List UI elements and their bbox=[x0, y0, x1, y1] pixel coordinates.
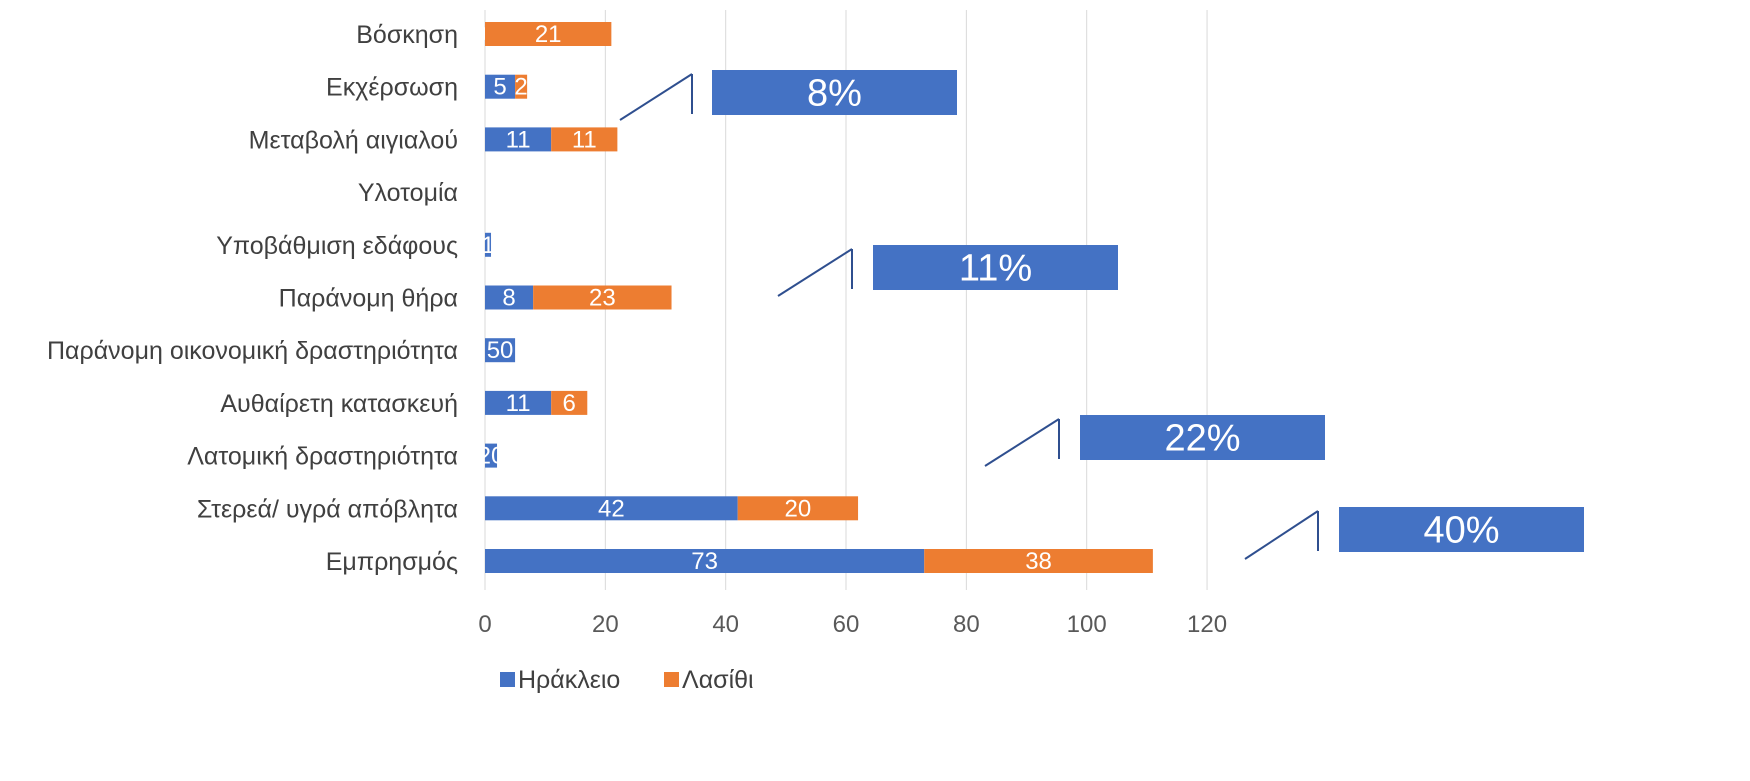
data-label: 23 bbox=[589, 285, 616, 312]
category-label: Εμπρησμός bbox=[326, 548, 458, 576]
callout-leader-line bbox=[619, 73, 693, 121]
x-tick-label: 40 bbox=[712, 611, 739, 638]
callout-box bbox=[712, 70, 957, 115]
data-label: 21 bbox=[535, 21, 562, 48]
callout-box bbox=[1339, 507, 1584, 552]
data-label: 2 bbox=[514, 74, 527, 101]
x-tick-label: 120 bbox=[1187, 611, 1227, 638]
category-label: Παράνομη οικονομική δραστηριότητα bbox=[47, 337, 458, 365]
bar-series-1 bbox=[485, 338, 516, 363]
category-label: Αυθαίρετη κατασκευή bbox=[220, 390, 458, 418]
x-tick-label: 60 bbox=[833, 611, 860, 638]
category-label: Υλοτομία bbox=[358, 179, 458, 207]
x-tick-label: 80 bbox=[953, 611, 980, 638]
bar-series-2 bbox=[737, 496, 859, 521]
x-tick-label: 20 bbox=[592, 611, 619, 638]
callout-label: 11% bbox=[959, 248, 1032, 290]
legend-label: Λασίθι bbox=[682, 666, 754, 694]
data-label: 5 bbox=[493, 74, 506, 101]
data-label: 38 bbox=[1025, 548, 1052, 575]
data-label: 6 bbox=[563, 390, 576, 417]
callout-box bbox=[873, 245, 1118, 290]
category-label: Βόσκηση bbox=[356, 21, 458, 49]
bar-series-1 bbox=[485, 285, 534, 310]
bar-series-1 bbox=[485, 390, 552, 415]
callout-box bbox=[1080, 415, 1325, 460]
category-label: Υποβάθμιση εδάφους bbox=[216, 232, 458, 260]
callout-leader-line bbox=[777, 248, 853, 297]
category-label: Παράνομη θήρα bbox=[279, 285, 458, 313]
bar-series-2 bbox=[485, 22, 612, 46]
callout-leader-line bbox=[1244, 510, 1319, 560]
bar-series-1 bbox=[485, 127, 552, 152]
data-label: 11 bbox=[572, 126, 597, 153]
category-label: Εκχέρσωση bbox=[326, 74, 458, 102]
legend-label: Ηράκλειο bbox=[518, 666, 620, 694]
legend-swatch bbox=[664, 672, 679, 687]
x-tick-label: 100 bbox=[1067, 611, 1107, 638]
data-label: 20 bbox=[785, 495, 812, 522]
bar-series-2 bbox=[515, 74, 528, 99]
data-label: 1 bbox=[481, 232, 494, 259]
bar-series-2 bbox=[533, 285, 672, 310]
callout-label: 40% bbox=[1423, 510, 1499, 552]
data-label: 11 bbox=[506, 390, 531, 417]
data-label: 8 bbox=[502, 285, 515, 312]
bar-series-1 bbox=[485, 443, 498, 468]
bar-series-2 bbox=[551, 127, 618, 152]
callout-label: 22% bbox=[1164, 418, 1240, 460]
bar-series-2 bbox=[551, 390, 588, 415]
category-label: Λατομική δραστηριότητα bbox=[187, 443, 458, 471]
bar-series-1 bbox=[485, 496, 738, 521]
data-label: 11 bbox=[506, 126, 531, 153]
data-label: 20 bbox=[478, 443, 505, 470]
bar-series-2 bbox=[924, 549, 1153, 573]
x-tick-label: 0 bbox=[478, 611, 491, 638]
data-label: 42 bbox=[598, 495, 625, 522]
data-label: 50 bbox=[487, 337, 514, 364]
category-label: Στερεά/ υγρά απόβλητα bbox=[197, 495, 458, 523]
bar-series-1 bbox=[485, 74, 516, 99]
category-label: Μεταβολή αιγιαλού bbox=[249, 126, 458, 154]
legend-swatch bbox=[500, 672, 515, 687]
data-label: 73 bbox=[691, 548, 718, 575]
callout-leader-line bbox=[984, 418, 1060, 467]
callout-label: 8% bbox=[807, 73, 862, 115]
bar-series-1 bbox=[485, 232, 492, 257]
bar-series-1 bbox=[485, 549, 925, 573]
